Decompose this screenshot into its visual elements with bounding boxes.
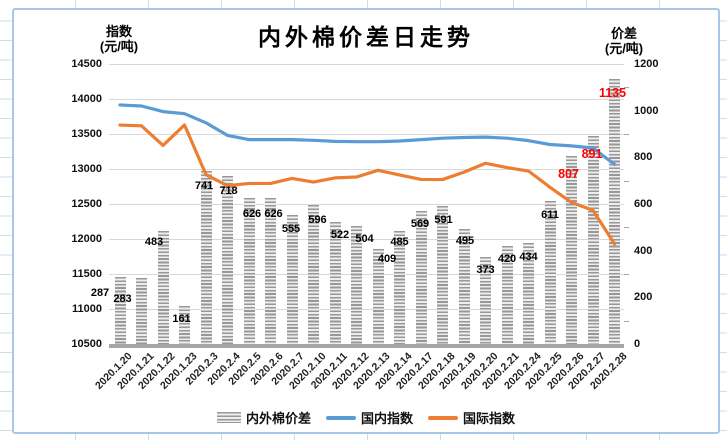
left-axis-title: 指数 (元/吨) (69, 24, 169, 54)
bar-value-label: 283 (113, 292, 132, 305)
bar-value-label: 522 (330, 229, 350, 242)
horizontal-gridline (109, 99, 624, 100)
bar-value-label: 718 (219, 185, 238, 198)
price-gap-bar[interactable] (200, 171, 212, 344)
price-gap-bar[interactable] (415, 211, 427, 344)
right-axis-title-line1: 价差 (610, 26, 637, 41)
bar-value-label: 373 (476, 263, 495, 276)
bar-value-label: 495 (455, 234, 475, 247)
right-axis-tick-label: 800 (634, 151, 653, 164)
left-axis-tick-label: 14000 (71, 93, 102, 105)
bar-value-label: 596 (308, 213, 327, 226)
horizontal-gridline (109, 309, 624, 310)
price-gap-bar[interactable] (523, 242, 534, 344)
left-axis-title-line1: 指数 (105, 24, 132, 39)
price-gap-bar[interactable] (501, 246, 513, 344)
right-axis-minor-tick (624, 180, 629, 182)
bar-value-label: 504 (355, 233, 374, 246)
bar-value-label: 741 (194, 180, 214, 193)
bar-value-label: 483 (144, 236, 164, 249)
right-axis-tick-label: 400 (634, 244, 653, 257)
bar-value-label: 891 (581, 147, 603, 162)
horizontal-gridline (109, 274, 624, 275)
price-gap-bar[interactable] (587, 136, 599, 344)
left-axis-tick-label: 10500 (71, 338, 102, 350)
right-axis-minor-tick (624, 274, 629, 275)
right-axis-tick-label: 200 (634, 291, 653, 304)
right-axis-title-line2: (元/吨) (604, 41, 644, 56)
price-gap-bar[interactable] (544, 201, 556, 344)
legend-item-domestic-index[interactable]: 国内指数 (325, 408, 413, 427)
price-gap-bar[interactable] (566, 155, 577, 344)
price-gap-bar[interactable] (480, 256, 491, 344)
bar-value-label: 626 (242, 207, 262, 220)
right-axis-minor-tick (624, 227, 629, 229)
chart-title: 内外棉价差日走势 (258, 25, 474, 50)
right-axis-minor-tick (624, 87, 629, 89)
price-gap-bar[interactable] (157, 231, 169, 344)
bar-value-label: 287 (90, 287, 110, 300)
price-gap-bar[interactable] (243, 197, 255, 344)
legend-label: 国际指数 (463, 411, 516, 426)
right-axis-tick-label: 1000 (634, 104, 659, 117)
price-gap-bar[interactable] (609, 79, 620, 344)
bar-value-label: 1135 (598, 86, 627, 101)
price-gap-bar[interactable] (222, 176, 233, 344)
horizontal-gridline (109, 134, 624, 135)
chart-legend: 内外棉价差 国内指数 国际指数 (14, 408, 718, 427)
bar-value-label: 555 (281, 222, 301, 235)
horizontal-gridline (109, 169, 624, 170)
price-gap-bar[interactable] (286, 214, 298, 344)
legend-label: 国内指数 (360, 411, 413, 426)
left-axis-tick-label: 13500 (71, 128, 102, 140)
price-gap-bar[interactable] (437, 206, 448, 344)
price-gap-bar[interactable] (179, 306, 190, 344)
price-gap-bar[interactable] (114, 277, 126, 344)
right-axis-minor-tick (624, 320, 629, 322)
bar-value-label: 161 (172, 313, 191, 326)
price-gap-bar[interactable] (351, 226, 362, 344)
cotton-price-chart[interactable]: 内外棉价差日走势 指数 (元/吨) 价差 (元/吨) 14500 14000 135… (12, 8, 720, 434)
left-axis-tick-label: 12000 (71, 233, 102, 245)
price-gap-bar[interactable] (458, 228, 470, 344)
bar-value-label: 409 (377, 252, 397, 265)
bar-value-label: 569 (410, 218, 430, 231)
bar-value-label: 626 (264, 207, 283, 220)
bar-value-label: 591 (434, 214, 453, 227)
bar-value-label: 485 (390, 235, 409, 248)
price-gap-bar[interactable] (372, 248, 384, 344)
left-axis-tick-label: 12500 (71, 198, 102, 210)
left-axis-tick-label: 11000 (72, 303, 102, 315)
bar-value-label: 434 (519, 250, 538, 263)
domestic-line-swatch-icon (325, 415, 356, 420)
price-gap-bar[interactable] (329, 222, 341, 344)
left-axis-title-line2: (元/吨) (99, 39, 139, 54)
right-axis-minor-tick (624, 134, 629, 135)
right-axis-tick-label: 0 (634, 338, 641, 350)
left-axis-tick-label: 13000 (71, 163, 102, 175)
bar-value-label: 807 (558, 166, 579, 181)
bar-series-swatch-icon (216, 412, 241, 423)
category-axis-line (109, 344, 624, 348)
price-gap-bar[interactable] (308, 204, 319, 344)
horizontal-gridline (109, 64, 624, 65)
right-axis-tick-label: 600 (634, 198, 653, 210)
bar-value-label: 420 (497, 253, 517, 265)
right-axis-title: 价差 (元/吨) (569, 26, 679, 56)
price-gap-bar[interactable] (265, 197, 276, 344)
international-line-swatch-icon (428, 415, 458, 420)
legend-item-international-index[interactable]: 国际指数 (428, 408, 515, 427)
right-axis-tick-label: 1200 (634, 58, 659, 70)
left-axis-tick-label: 11500 (72, 268, 102, 280)
price-gap-bar[interactable] (136, 277, 147, 344)
legend-label: 内外棉价差 (245, 411, 311, 426)
bar-value-label: 611 (541, 209, 559, 222)
price-gap-bar[interactable] (394, 230, 405, 344)
legend-item-price-gap[interactable]: 内外棉价差 (216, 408, 311, 427)
left-axis-tick-label: 14500 (71, 58, 102, 70)
